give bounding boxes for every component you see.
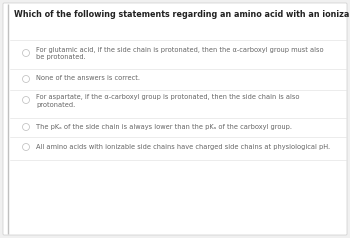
Circle shape	[22, 96, 29, 104]
Circle shape	[22, 124, 29, 130]
Circle shape	[22, 144, 29, 150]
Text: Which of the following statements regarding an amino acid with an ionizable side: Which of the following statements regard…	[14, 10, 350, 19]
Text: The pKₐ of the side chain is always lower than the pKₐ of the carboxyl group.: The pKₐ of the side chain is always lowe…	[36, 124, 292, 130]
Text: None of the answers is correct.: None of the answers is correct.	[36, 75, 140, 81]
Text: All amino acids with ionizable side chains have charged side chains at physiolog: All amino acids with ionizable side chai…	[36, 144, 330, 150]
Circle shape	[22, 75, 29, 83]
Circle shape	[22, 50, 29, 56]
FancyBboxPatch shape	[3, 3, 347, 235]
Text: For glutamic acid, if the side chain is protonated, then the α-carboxyl group mu: For glutamic acid, if the side chain is …	[36, 47, 324, 60]
Text: For aspartate, if the α-carboxyl group is protonated, then the side chain is als: For aspartate, if the α-carboxyl group i…	[36, 94, 300, 108]
